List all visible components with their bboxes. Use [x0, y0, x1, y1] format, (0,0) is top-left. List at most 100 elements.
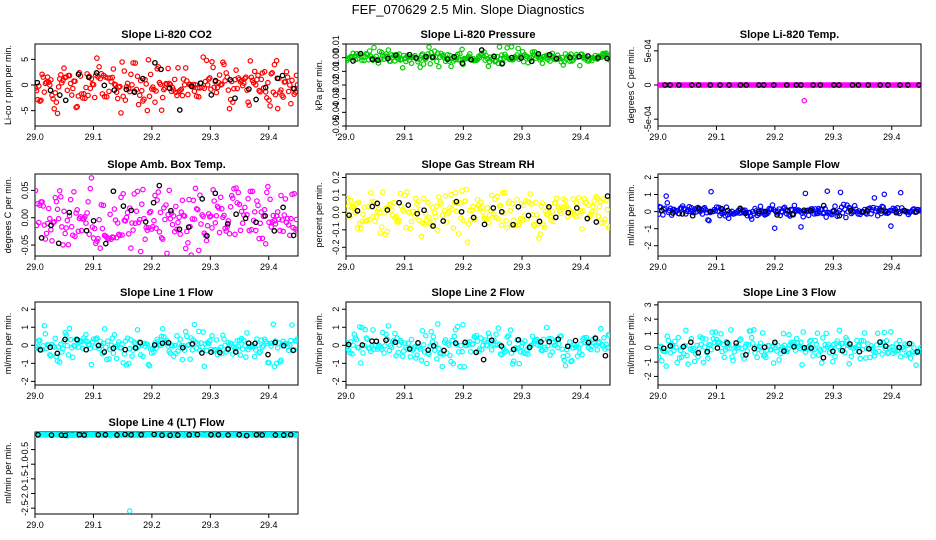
data-point	[161, 333, 167, 340]
data-point	[478, 204, 485, 211]
highlight-point	[272, 432, 279, 438]
highlight-point	[110, 188, 117, 195]
highlight-point	[242, 215, 249, 222]
highlight-point	[901, 207, 908, 214]
data-point	[370, 327, 376, 333]
highlight-point	[374, 200, 381, 207]
highlight-point	[123, 86, 130, 93]
data-point	[780, 330, 787, 337]
data-point	[420, 61, 427, 67]
highlight-point	[212, 77, 219, 84]
data-point	[665, 337, 672, 344]
highlight-point	[866, 345, 872, 352]
data-point	[436, 63, 442, 70]
data-point	[186, 341, 192, 348]
highlight-point	[188, 83, 195, 90]
data-point	[216, 229, 223, 236]
data-point	[129, 220, 135, 226]
y-tick-label: 0	[643, 345, 653, 350]
data-point	[676, 210, 683, 217]
data-point	[465, 221, 472, 227]
data-point	[848, 353, 855, 360]
data-point	[432, 213, 439, 220]
data-point	[257, 89, 264, 95]
highlight-point	[271, 228, 278, 234]
data-point	[829, 358, 836, 365]
data-point	[64, 342, 71, 349]
data-point	[74, 207, 81, 213]
data-point	[533, 212, 540, 218]
data-point	[278, 192, 284, 199]
data-point	[156, 229, 163, 235]
highlight-point	[473, 349, 480, 356]
data-point	[88, 361, 95, 368]
data-point	[798, 339, 804, 346]
data-point	[130, 227, 136, 233]
data-point	[42, 330, 49, 337]
data-point	[129, 82, 135, 88]
y-tick-label: 2	[20, 307, 30, 312]
data-point	[217, 344, 224, 351]
highlight-point	[801, 344, 808, 351]
data-point	[142, 236, 148, 243]
data-point	[357, 225, 364, 232]
highlight-point	[761, 344, 768, 351]
highlight-point	[458, 208, 465, 215]
highlight-point	[510, 346, 517, 353]
data-point	[664, 200, 671, 206]
data-point	[50, 96, 56, 102]
data-point	[114, 95, 121, 102]
data-point	[37, 337, 43, 344]
data-point	[94, 335, 100, 341]
data-point	[211, 84, 218, 91]
data-point	[823, 330, 830, 337]
data-point	[237, 227, 244, 234]
data-point	[52, 90, 59, 96]
data-point	[268, 343, 275, 349]
data-point	[90, 81, 97, 88]
data-point	[200, 329, 207, 335]
highlight-point	[849, 82, 856, 88]
highlight-point	[526, 344, 533, 351]
highlight-point	[687, 339, 694, 346]
highlight-point	[227, 76, 234, 83]
highlight-point	[882, 208, 889, 215]
data-point	[474, 196, 481, 203]
highlight-point	[93, 70, 100, 76]
data-point	[573, 200, 580, 206]
data-point	[145, 56, 152, 63]
data-point	[256, 235, 262, 242]
y-axis-label: percent per min.	[314, 182, 324, 247]
highlight-point	[359, 342, 366, 348]
data-point	[87, 185, 94, 192]
data-point	[462, 198, 469, 204]
data-point	[66, 325, 73, 332]
data-point	[35, 187, 39, 194]
data-point	[286, 342, 293, 349]
highlight-point	[291, 85, 297, 92]
data-point	[467, 348, 474, 355]
highlight-point	[55, 240, 62, 247]
data-point	[364, 336, 371, 343]
data-point	[558, 210, 564, 217]
data-point	[83, 331, 89, 338]
highlight-point	[914, 348, 921, 355]
data-point	[271, 61, 278, 68]
x-tick-label: 29.4	[572, 391, 590, 401]
y-tick-label: -1.0	[20, 456, 30, 472]
highlight-point	[810, 82, 817, 88]
data-point	[65, 352, 72, 358]
highlight-point	[565, 209, 572, 216]
points-flow	[658, 188, 921, 232]
data-point	[747, 213, 754, 220]
data-point	[89, 338, 96, 345]
data-point	[275, 340, 282, 346]
highlight-point	[592, 335, 599, 342]
highlight-point	[695, 349, 702, 356]
y-axis-label: ml/min per min.	[314, 313, 324, 375]
data-point	[434, 227, 441, 233]
highlight-point	[564, 343, 571, 350]
data-point	[113, 355, 120, 362]
data-point	[106, 88, 112, 95]
y-tick-label: -5	[20, 107, 30, 115]
